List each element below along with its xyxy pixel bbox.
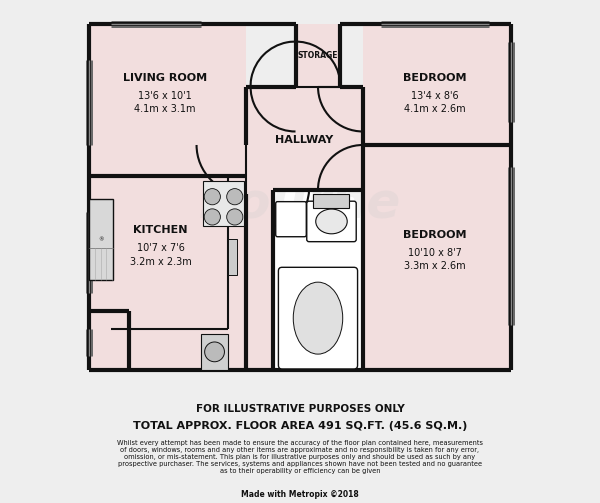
Circle shape	[204, 209, 220, 225]
Circle shape	[227, 209, 243, 225]
Ellipse shape	[293, 282, 343, 354]
FancyBboxPatch shape	[307, 201, 356, 241]
FancyBboxPatch shape	[278, 267, 358, 369]
Bar	[201, 334, 228, 370]
Text: 13'4 x 8'6: 13'4 x 8'6	[411, 91, 459, 101]
Bar	[363, 24, 511, 145]
Text: 3.3m x 2.6m: 3.3m x 2.6m	[404, 262, 466, 272]
Text: HALLWAY: HALLWAY	[275, 135, 334, 145]
Text: ®: ®	[98, 237, 104, 242]
FancyBboxPatch shape	[276, 202, 306, 237]
Text: KITCHEN: KITCHEN	[133, 225, 188, 235]
Bar	[363, 145, 511, 370]
Circle shape	[227, 189, 243, 205]
Bar	[273, 190, 363, 370]
Text: 10'7 x 7'6: 10'7 x 7'6	[137, 243, 185, 254]
Text: BEDROOM: BEDROOM	[403, 230, 467, 240]
Bar	[296, 24, 340, 87]
Bar	[313, 195, 349, 208]
Bar	[203, 181, 244, 226]
Text: 4.1m x 2.6m: 4.1m x 2.6m	[404, 104, 466, 114]
Text: 3.2m x 2.3m: 3.2m x 2.3m	[130, 257, 191, 267]
Text: BEDROOM: BEDROOM	[403, 72, 467, 82]
Text: 13'6 x 10'1: 13'6 x 10'1	[138, 91, 192, 101]
Circle shape	[205, 342, 224, 362]
Text: 10'10 x 8'7: 10'10 x 8'7	[408, 248, 462, 258]
Circle shape	[204, 189, 220, 205]
Bar	[89, 177, 246, 370]
Bar	[89, 24, 246, 177]
Text: Bourne: Bourne	[199, 180, 401, 227]
Bar	[89, 199, 113, 280]
Text: LIVING ROOM: LIVING ROOM	[123, 72, 207, 82]
Text: Made with Metropix ©2018: Made with Metropix ©2018	[241, 489, 359, 498]
Text: FOR ILLUSTRATIVE PURPOSES ONLY: FOR ILLUSTRATIVE PURPOSES ONLY	[196, 404, 404, 414]
Text: STORAGE: STORAGE	[298, 50, 338, 59]
Text: Whilst every attempt has been made to ensure the accuracy of the floor plan cont: Whilst every attempt has been made to en…	[117, 440, 483, 473]
Polygon shape	[246, 24, 363, 370]
Text: TOTAL APPROX. FLOOR AREA 491 SQ.FT. (45.6 SQ.M.): TOTAL APPROX. FLOOR AREA 491 SQ.FT. (45.…	[133, 421, 467, 431]
Text: 4.1m x 3.1m: 4.1m x 3.1m	[134, 104, 196, 114]
Bar	[228, 239, 237, 276]
Ellipse shape	[316, 209, 347, 234]
